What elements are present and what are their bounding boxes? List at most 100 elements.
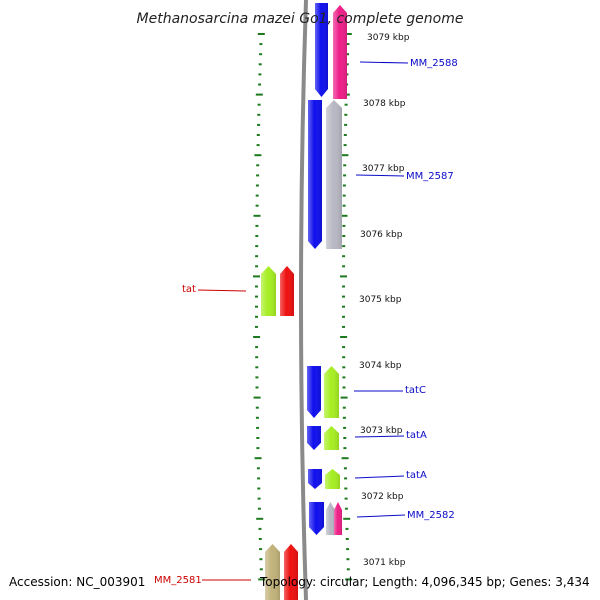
minor-tick bbox=[258, 538, 262, 540]
minor-tick bbox=[344, 497, 348, 500]
major-tick bbox=[255, 93, 263, 96]
major-tick bbox=[253, 214, 261, 217]
minor-tick bbox=[346, 568, 350, 571]
gene-arrow-shading bbox=[280, 266, 294, 316]
gene-label-tata-2[interactable]: tatA bbox=[406, 470, 427, 481]
minor-tick bbox=[256, 426, 260, 429]
minor-tick bbox=[255, 265, 259, 268]
minor-tick bbox=[342, 315, 345, 318]
gene-label-mm2588[interactable]: MM_2588 bbox=[410, 58, 458, 69]
minor-tick bbox=[255, 406, 259, 409]
major-tick bbox=[345, 578, 353, 581]
minor-tick bbox=[256, 437, 260, 439]
kbp-label: 3074 kbp bbox=[359, 361, 402, 371]
major-tick bbox=[341, 457, 349, 460]
kbp-label: 3076 kbp bbox=[360, 230, 403, 240]
minor-tick bbox=[255, 255, 259, 258]
gene-arrow-shading bbox=[324, 366, 339, 418]
minor-tick bbox=[344, 477, 348, 480]
minor-tick bbox=[342, 376, 346, 379]
minor-tick bbox=[255, 356, 259, 359]
minor-tick bbox=[343, 164, 347, 167]
minor-tick bbox=[255, 376, 259, 379]
gene-label-tatc[interactable]: tatC bbox=[405, 385, 426, 396]
minor-tick bbox=[343, 174, 347, 177]
minor-tick bbox=[345, 527, 349, 530]
gene-arrow-shading bbox=[334, 502, 342, 535]
gene-arrow-shading bbox=[261, 266, 276, 316]
minor-tick bbox=[342, 325, 345, 328]
major-tick bbox=[253, 336, 261, 338]
gene-arrow-shading bbox=[308, 100, 322, 249]
minor-tick bbox=[257, 123, 261, 126]
minor-tick bbox=[342, 356, 346, 359]
minor-tick bbox=[342, 235, 346, 237]
minor-tick bbox=[257, 103, 261, 106]
minor-tick bbox=[343, 467, 347, 470]
kbp-label: 3077 kbp bbox=[362, 164, 405, 174]
gene-arrow-shading bbox=[325, 469, 340, 489]
minor-tick bbox=[342, 224, 346, 227]
minor-tick bbox=[345, 63, 349, 66]
minor-tick bbox=[342, 305, 345, 308]
minor-tick bbox=[342, 245, 346, 248]
minor-tick bbox=[342, 295, 345, 298]
gene-label-tat[interactable]: tat bbox=[182, 284, 196, 295]
minor-tick bbox=[343, 134, 347, 136]
minor-tick bbox=[258, 73, 262, 76]
minor-tick bbox=[342, 386, 346, 389]
minor-tick bbox=[256, 144, 260, 147]
major-tick bbox=[254, 154, 262, 157]
minor-tick bbox=[342, 406, 346, 409]
gene-label-mm2582[interactable]: MM_2582 bbox=[407, 510, 455, 521]
minor-tick bbox=[255, 366, 259, 369]
minor-tick bbox=[259, 568, 263, 571]
map-title: Methanosarcina mazei Go1, complete genom… bbox=[137, 11, 464, 27]
major-tick bbox=[254, 457, 262, 460]
gene-labels: MM_2588 MM_2587 tat tatC tatA tatA MM_25… bbox=[154, 58, 458, 586]
minor-tick bbox=[344, 123, 348, 126]
minor-tick bbox=[255, 416, 259, 419]
minor-tick bbox=[259, 53, 263, 56]
accession-text: Accession: NC_003901 bbox=[9, 575, 145, 589]
kbp-label: 3073 kbp bbox=[360, 426, 403, 436]
minor-tick bbox=[342, 346, 346, 349]
minor-tick bbox=[256, 447, 260, 450]
leader-line bbox=[197, 289, 247, 292]
minor-tick bbox=[342, 194, 346, 197]
minor-tick bbox=[342, 416, 346, 419]
topology-text: Topology: circular; Length: 4,096,345 bp… bbox=[259, 575, 590, 589]
minor-tick bbox=[343, 426, 347, 429]
minor-tick bbox=[255, 315, 258, 318]
genome-backbone bbox=[299, 0, 308, 600]
major-tick bbox=[341, 154, 349, 157]
minor-tick bbox=[255, 346, 259, 349]
minor-tick bbox=[346, 548, 350, 551]
minor-tick bbox=[343, 144, 347, 147]
gene-label-tata-1[interactable]: tatA bbox=[406, 430, 427, 441]
minor-tick bbox=[259, 43, 263, 46]
tick-rail-left bbox=[253, 33, 266, 581]
gene-label-mm2581[interactable]: MM_2581 bbox=[154, 575, 202, 586]
minor-tick bbox=[255, 245, 259, 248]
major-tick bbox=[340, 275, 347, 278]
major-tick bbox=[253, 275, 260, 278]
major-tick bbox=[340, 214, 348, 217]
minor-tick bbox=[255, 386, 259, 389]
minor-tick bbox=[257, 477, 261, 480]
minor-tick bbox=[346, 53, 350, 56]
leader-line bbox=[354, 475, 405, 479]
kbp-scale: 3079 kbp 3078 kbp 3077 kbp 3076 kbp 3075… bbox=[359, 33, 410, 568]
minor-tick bbox=[344, 507, 348, 510]
label-leaders bbox=[197, 61, 409, 581]
minor-tick bbox=[257, 487, 261, 490]
minor-tick bbox=[343, 447, 347, 450]
minor-tick bbox=[256, 134, 260, 136]
tick-rail-right bbox=[340, 33, 353, 581]
kbp-label: 3071 kbp bbox=[363, 558, 406, 568]
minor-tick bbox=[342, 204, 346, 207]
minor-tick bbox=[255, 305, 258, 308]
major-tick bbox=[344, 33, 352, 35]
gene-label-mm2587[interactable]: MM_2587 bbox=[406, 171, 454, 182]
gene-arrow-shading bbox=[307, 366, 321, 418]
